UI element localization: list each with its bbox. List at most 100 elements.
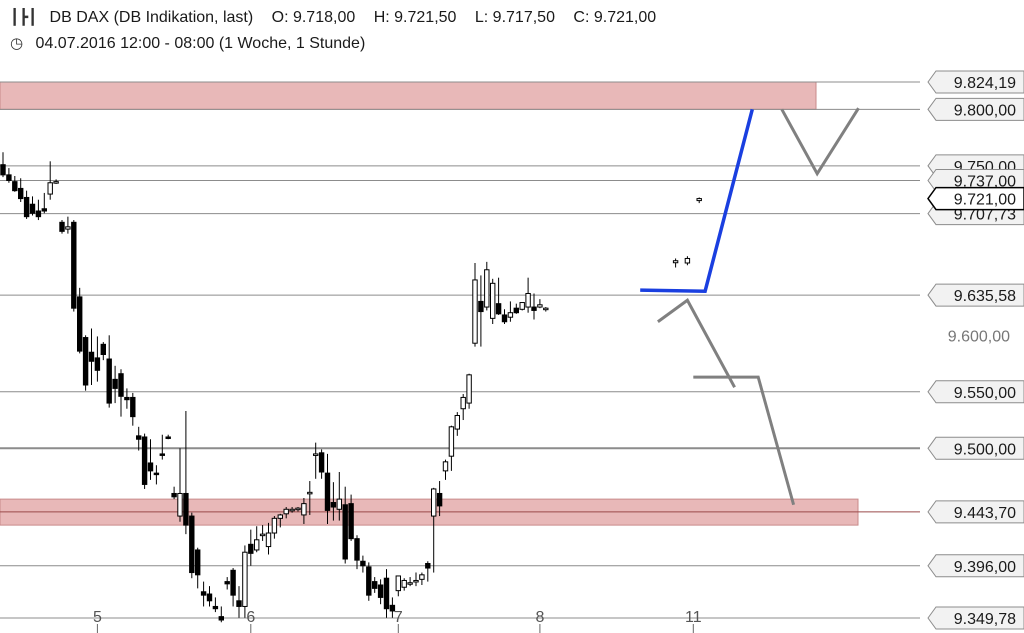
candle-body[interactable] bbox=[35, 210, 42, 218]
candle-body[interactable] bbox=[360, 560, 366, 567]
candle-body[interactable] bbox=[295, 507, 301, 511]
candle-body[interactable] bbox=[478, 300, 484, 313]
candle-body[interactable] bbox=[377, 584, 384, 598]
candle-body[interactable] bbox=[23, 196, 30, 218]
candle-body[interactable] bbox=[195, 549, 201, 576]
candle-body[interactable] bbox=[448, 426, 455, 457]
candle-body[interactable] bbox=[525, 292, 531, 308]
candle-body[interactable] bbox=[383, 577, 390, 610]
candle-body[interactable] bbox=[112, 378, 118, 389]
candle-body[interactable] bbox=[171, 492, 177, 498]
candle-body[interactable] bbox=[41, 208, 47, 212]
candle-body[interactable] bbox=[65, 226, 71, 230]
candle-body[interactable] bbox=[77, 296, 83, 352]
candlestick-icon[interactable]: ┃┣┃ bbox=[10, 9, 38, 26]
candle-body[interactable] bbox=[395, 575, 402, 592]
candle-body[interactable] bbox=[472, 279, 478, 344]
candle-body[interactable] bbox=[672, 260, 679, 264]
candle-body[interactable] bbox=[18, 187, 24, 200]
candle-body[interactable] bbox=[124, 396, 130, 401]
candle-body[interactable] bbox=[507, 312, 514, 318]
candle-body[interactable] bbox=[696, 198, 702, 202]
candle-body[interactable] bbox=[436, 492, 443, 507]
candle-body[interactable] bbox=[313, 453, 319, 456]
candle-body[interactable] bbox=[330, 502, 337, 508]
candle-body[interactable] bbox=[248, 543, 254, 554]
candle-body[interactable] bbox=[118, 373, 124, 397]
candle-body[interactable] bbox=[259, 533, 266, 537]
candle-body[interactable] bbox=[431, 488, 437, 517]
candle-body[interactable] bbox=[218, 616, 225, 621]
candle-body[interactable] bbox=[289, 508, 295, 512]
candle-body[interactable] bbox=[100, 343, 106, 356]
candle-body[interactable] bbox=[307, 491, 313, 495]
candle-body[interactable] bbox=[519, 302, 525, 310]
candle-body[interactable] bbox=[12, 181, 18, 192]
candle-body[interactable] bbox=[454, 415, 461, 430]
candle-body[interactable] bbox=[407, 582, 413, 585]
candle-body[interactable] bbox=[490, 282, 496, 319]
candle-body[interactable] bbox=[136, 435, 142, 440]
candle-body[interactable] bbox=[537, 304, 543, 308]
candle-body[interactable] bbox=[254, 539, 260, 551]
candle-body[interactable] bbox=[189, 515, 195, 574]
candle-body[interactable] bbox=[531, 306, 537, 311]
candle-body[interactable] bbox=[283, 508, 289, 515]
candle-body[interactable] bbox=[513, 307, 519, 314]
candle-body[interactable] bbox=[6, 174, 12, 182]
candle-body[interactable] bbox=[466, 374, 472, 404]
candle-body[interactable] bbox=[0, 164, 6, 176]
candle-body[interactable] bbox=[684, 257, 691, 264]
candle-body[interactable] bbox=[495, 303, 502, 315]
candle-body[interactable] bbox=[183, 492, 189, 526]
candle-body[interactable] bbox=[153, 472, 160, 476]
candle-body[interactable] bbox=[147, 462, 154, 472]
candle-body[interactable] bbox=[401, 579, 407, 588]
candle-body[interactable] bbox=[47, 182, 53, 195]
candle-body[interactable] bbox=[141, 436, 148, 485]
candle-body[interactable] bbox=[230, 569, 236, 596]
candle-body[interactable] bbox=[442, 461, 449, 472]
candle-body[interactable] bbox=[301, 503, 307, 516]
candle-body[interactable] bbox=[372, 581, 378, 589]
candle-body[interactable] bbox=[271, 517, 278, 534]
candle-body[interactable] bbox=[206, 593, 213, 602]
candle-body[interactable] bbox=[419, 574, 425, 580]
candle-body[interactable] bbox=[130, 396, 136, 418]
candle-body[interactable] bbox=[82, 337, 89, 386]
clock-icon[interactable]: ◷ bbox=[10, 35, 24, 52]
candle-body[interactable] bbox=[342, 504, 348, 560]
candle-body[interactable] bbox=[389, 604, 396, 612]
candle-body[interactable] bbox=[29, 203, 36, 214]
candle-body[interactable] bbox=[318, 452, 325, 473]
candle-body[interactable] bbox=[366, 566, 372, 596]
candle-body[interactable] bbox=[484, 269, 490, 308]
candle-body[interactable] bbox=[212, 605, 219, 610]
candle-body[interactable] bbox=[324, 472, 331, 511]
x-tick-label: 5 bbox=[93, 609, 102, 626]
candle-body[interactable] bbox=[53, 181, 59, 184]
candle-body[interactable] bbox=[354, 538, 360, 561]
candle-body[interactable] bbox=[265, 532, 272, 548]
candle-body[interactable] bbox=[88, 351, 95, 362]
candle-body[interactable] bbox=[236, 600, 242, 607]
candle-body[interactable] bbox=[224, 581, 230, 585]
candle-body[interactable] bbox=[159, 453, 166, 456]
candle-body[interactable] bbox=[106, 358, 112, 404]
candle-body[interactable] bbox=[425, 563, 431, 569]
candle-body[interactable] bbox=[94, 357, 101, 371]
candle-body[interactable] bbox=[200, 591, 207, 596]
candle-body[interactable] bbox=[413, 579, 419, 583]
candle-body[interactable] bbox=[543, 307, 549, 311]
candle-body[interactable] bbox=[501, 314, 508, 323]
candle-body[interactable] bbox=[242, 551, 248, 607]
candle-body[interactable] bbox=[71, 221, 77, 309]
candle-body[interactable] bbox=[336, 498, 343, 510]
candle-body[interactable] bbox=[59, 221, 65, 232]
candle-body[interactable] bbox=[177, 492, 183, 517]
candle-body[interactable] bbox=[165, 436, 171, 439]
candle-body[interactable] bbox=[277, 514, 284, 519]
candle-body[interactable] bbox=[348, 503, 354, 540]
candle-body[interactable] bbox=[460, 396, 466, 410]
